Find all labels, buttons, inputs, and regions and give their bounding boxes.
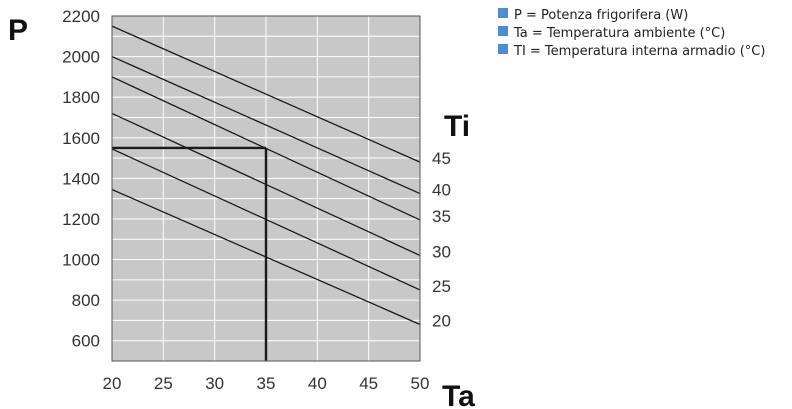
series-axis-symbol: Ti: [444, 110, 470, 143]
series-label: 25: [432, 277, 451, 296]
legend-label: P = Potenza frigorifera (W): [514, 7, 689, 23]
x-tick-label: 45: [359, 374, 378, 393]
series-label: 20: [432, 311, 451, 330]
legend-label: TI = Temperatura interna armadio (°C): [514, 43, 766, 59]
series-label: 30: [432, 242, 451, 261]
reference-lines: [112, 146, 268, 361]
y-tick-label: 1000: [62, 251, 100, 270]
series-line: [111, 25, 421, 163]
x-tick-label: 25: [154, 374, 173, 393]
y-axis-symbol: P: [8, 14, 28, 47]
legend-item: TI = Temperatura interna armadio (°C): [498, 42, 765, 60]
legend-swatch: [498, 26, 508, 36]
legend-label: Ta = Temperatura ambiente (°C): [514, 25, 726, 41]
legend-item: Ta = Temperatura ambiente (°C): [498, 24, 765, 42]
plot-border: [111, 15, 421, 362]
series-line: [111, 55, 421, 195]
y-tick-label: 1800: [62, 88, 100, 107]
legend: P = Potenza frigorifera (W) Ta = Temperat…: [498, 6, 765, 60]
x-tick-label: 20: [103, 374, 122, 393]
series-label: 40: [432, 181, 451, 200]
legend-item: P = Potenza frigorifera (W): [498, 6, 765, 24]
y-tick-label: 2000: [62, 48, 100, 67]
y-tick-label: 1200: [62, 210, 100, 229]
x-tick-label: 50: [411, 374, 430, 393]
y-tick-label: 1400: [62, 169, 100, 188]
series-label: 45: [432, 149, 451, 168]
x-tick-label: 30: [205, 374, 224, 393]
axes: 600 800 1000 1200 1400 1600 1800 2000 2200 20 25 30…: [62, 7, 429, 393]
series-label: 35: [432, 207, 451, 226]
legend-swatch: [498, 44, 508, 54]
y-tick-label: 800: [72, 291, 100, 310]
x-tick-label: 40: [308, 374, 327, 393]
y-tick-label: 1600: [62, 129, 100, 148]
y-tick-label: 600: [72, 332, 100, 351]
legend-swatch: [498, 8, 508, 18]
x-tick-label: 35: [257, 374, 276, 393]
y-tick-label: 2200: [62, 7, 100, 26]
x-axis-symbol: Ta: [442, 380, 475, 409]
